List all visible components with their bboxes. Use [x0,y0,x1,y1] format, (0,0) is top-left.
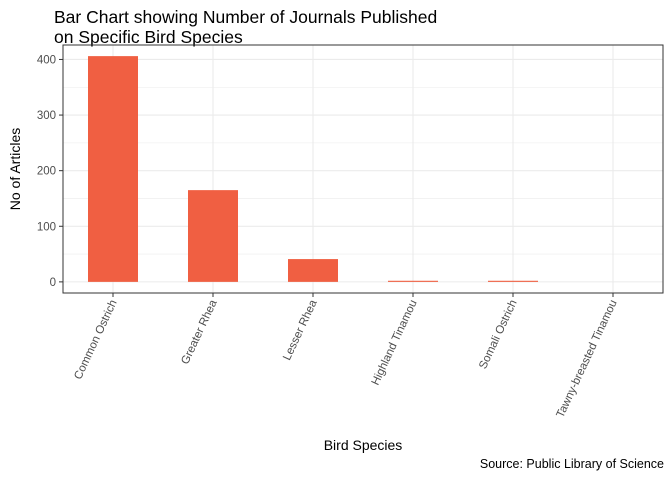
panel-border [62,44,664,294]
x-tick-label: Greater Rhea [179,298,220,367]
x-tick-label: Common Ostrich [72,298,119,381]
x-axis-title: Bird Species [324,437,403,453]
y-tick-label: 200 [37,166,56,178]
bar [288,259,338,282]
y-axis: 0 100 200 300 400 [37,54,63,289]
y-tick-label: 100 [37,221,56,233]
grid-lines [63,45,663,293]
chart-title: Bar Chart showing Number of Journals Pub… [54,7,438,47]
bars [88,56,538,282]
x-tick-label: Somali Ostrich [477,298,519,371]
x-tick-label: Highland Tinamou [370,298,420,387]
y-tick-label: 300 [37,110,56,122]
x-tick-label: Tawny-breasted Tinamou [555,298,620,420]
chart-caption: Source: Public Library of Science [479,457,664,471]
bar [488,280,538,282]
x-tick-label: Lesser Rhea [281,298,320,363]
bar [188,190,238,282]
y-tick-label: 0 [50,277,56,289]
x-axis: Common Ostrich Greater Rhea Lesser Rhea Hig… [72,293,620,420]
bar [88,56,138,282]
bar [388,280,438,282]
y-tick-label: 400 [37,54,56,66]
y-axis-title: No of Articles [7,128,23,210]
